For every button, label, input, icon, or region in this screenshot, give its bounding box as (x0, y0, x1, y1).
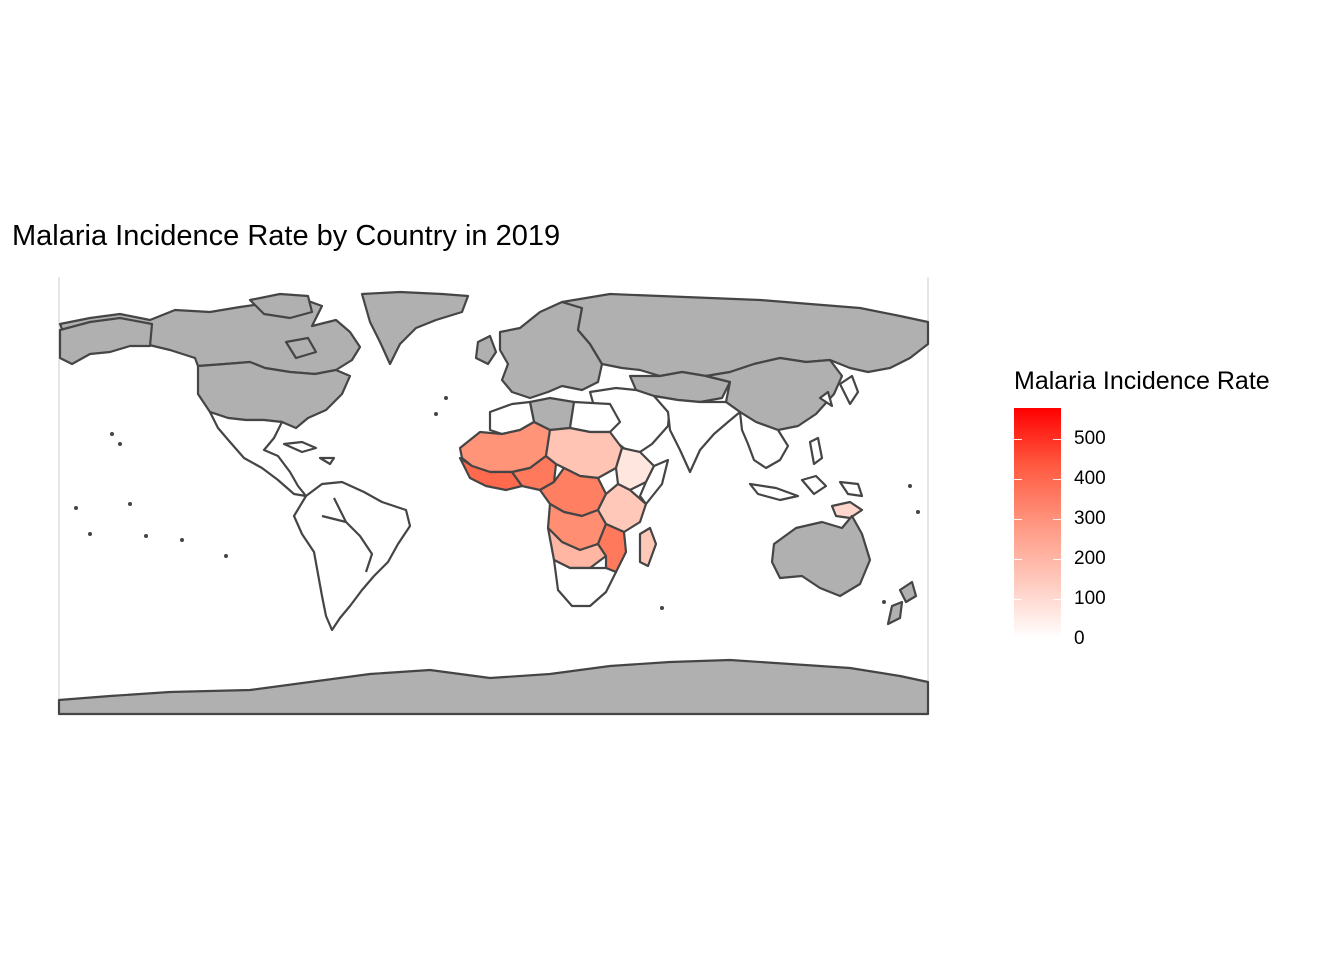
southeast-asia-region (738, 410, 790, 470)
color-scale-bar (1014, 408, 1061, 638)
madagascar (638, 526, 658, 568)
greenland-region (360, 290, 470, 366)
philippines (808, 436, 824, 466)
legend-tick-label: 500 (1074, 428, 1106, 449)
australia-region (770, 514, 872, 598)
southern-africa (552, 558, 618, 608)
brazil-border (321, 497, 374, 573)
chad-sudan (544, 426, 624, 480)
papua-new-guinea (830, 500, 864, 520)
legend-tick-mark (1053, 479, 1061, 480)
arctic-islands (248, 292, 318, 360)
legend-tick-mark (1014, 599, 1022, 600)
legend-tick-mark (1053, 599, 1061, 600)
world-map-svg (57, 277, 930, 716)
caribbean (282, 440, 336, 466)
east-africa-region (596, 482, 648, 534)
legend-tick-mark (1053, 519, 1061, 520)
russia-region (560, 292, 930, 378)
alaska-region (58, 316, 154, 366)
japan-korea (818, 374, 860, 408)
legend-tick-label: 100 (1074, 588, 1106, 609)
legend-tick-mark (1014, 519, 1022, 520)
new-zealand (886, 580, 918, 626)
legend-tick-label: 0 (1074, 628, 1085, 649)
chart-title: Malaria Incidence Rate by Country in 201… (12, 220, 561, 252)
legend-tick-label: 200 (1074, 548, 1106, 569)
uk-ireland (474, 334, 498, 366)
legend-tick-mark (1014, 559, 1022, 560)
legend-tick-label: 300 (1074, 508, 1106, 529)
indonesia-region (748, 474, 864, 502)
south-asia-region (652, 394, 742, 474)
south-america (292, 480, 412, 632)
legend-tick-mark (1053, 559, 1061, 560)
mozambique (596, 522, 628, 574)
antarctica-region (57, 658, 930, 716)
legend-tick-mark (1014, 439, 1022, 440)
legend-title: Malaria Incidence Rate (1014, 367, 1270, 395)
nigeria-region (510, 454, 558, 492)
legend-tick-mark (1014, 479, 1022, 480)
pacific-islands (74, 396, 920, 610)
mexico-central-america (208, 410, 308, 498)
europe-region (498, 300, 604, 400)
world-map (50, 272, 940, 722)
legend-tick-label: 400 (1074, 468, 1106, 489)
legend-tick-mark (1053, 439, 1061, 440)
egypt-libya (568, 400, 622, 434)
